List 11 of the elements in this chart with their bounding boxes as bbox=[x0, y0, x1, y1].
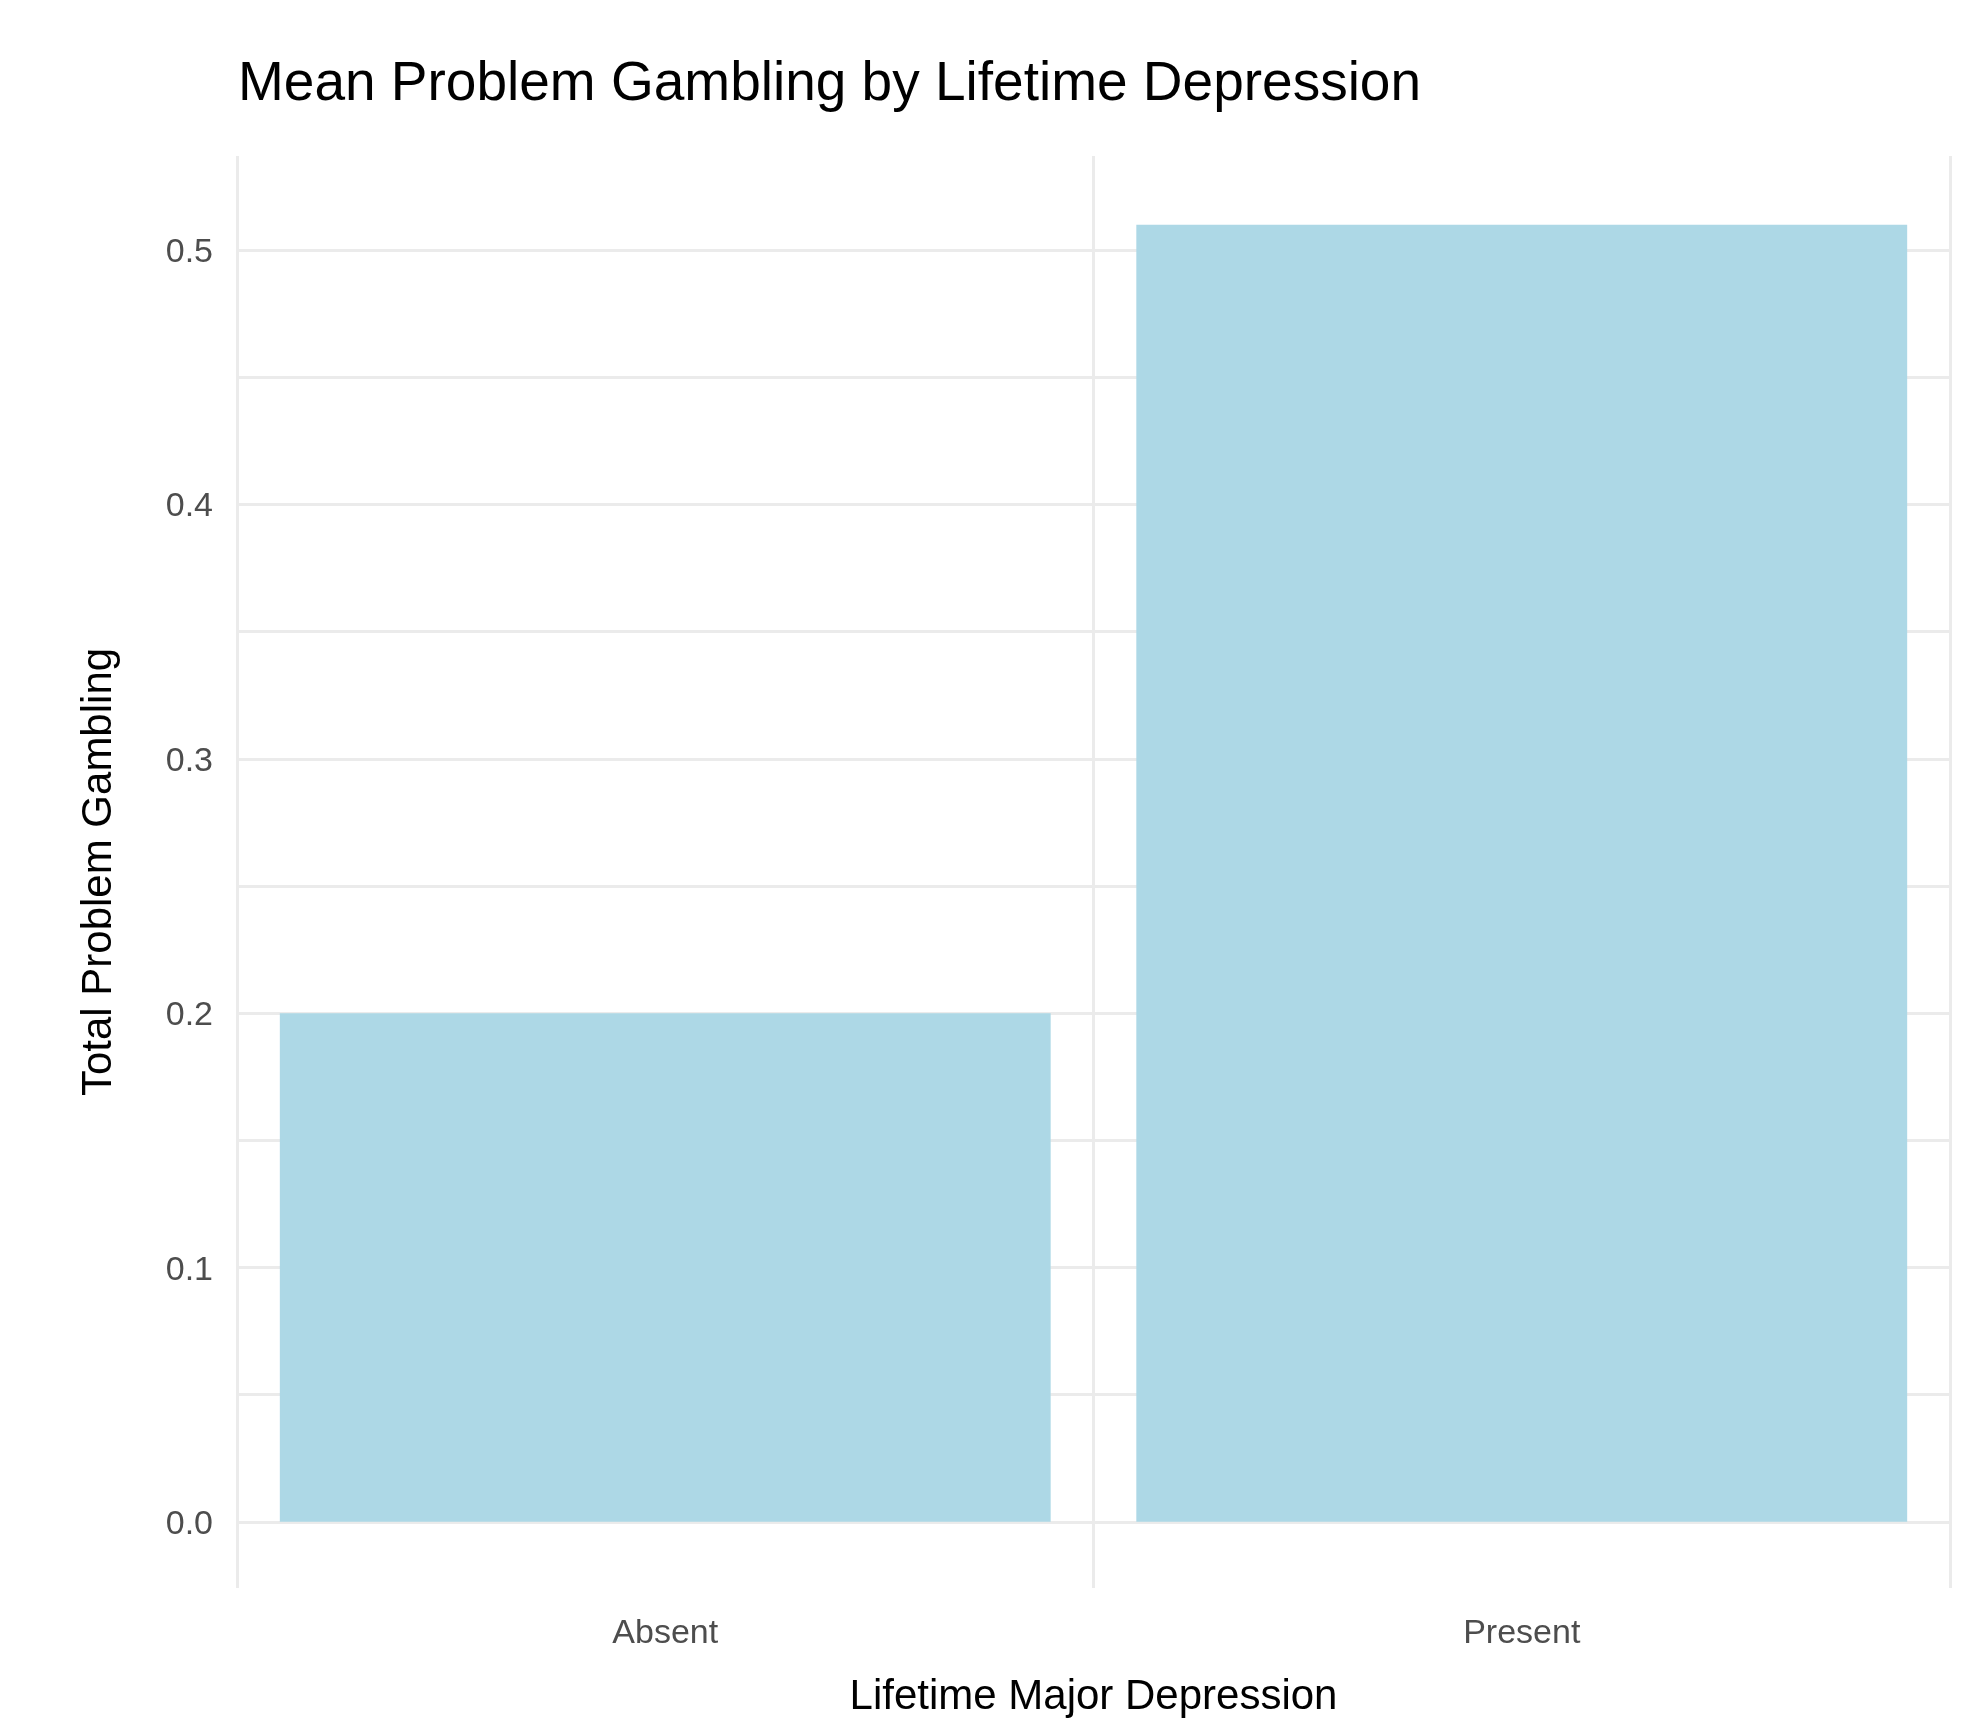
y-tick-label: 0.4 bbox=[165, 485, 213, 524]
x-tick-label: Present bbox=[1463, 1612, 1581, 1650]
y-tick-label: 0.2 bbox=[165, 994, 213, 1033]
y-tick-label: 0.0 bbox=[165, 1502, 213, 1541]
y-axis-title: Total Problem Gambling bbox=[72, 647, 120, 1097]
x-tick-label: Absent bbox=[612, 1612, 719, 1650]
chart-title: Mean Problem Gambling by Lifetime Depression bbox=[238, 49, 1422, 112]
y-tick-label: 0.5 bbox=[165, 231, 213, 270]
y-tick-label: 0.3 bbox=[165, 739, 213, 778]
x-axis-title: Lifetime Major Depression bbox=[849, 1670, 1338, 1718]
y-tick-label: 0.1 bbox=[165, 1248, 213, 1287]
